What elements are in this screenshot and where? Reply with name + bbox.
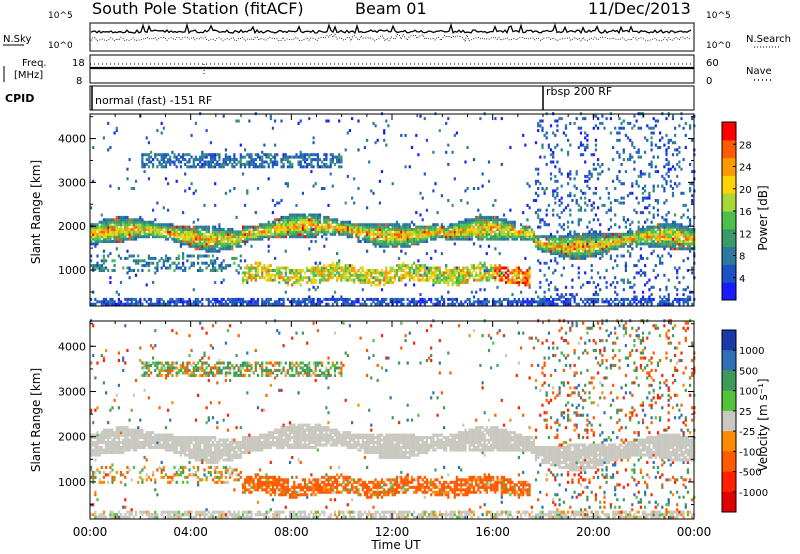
colorbar-swatch [722,193,736,212]
power-panel: 1000 2000 3000 4000 Slant Range [km] 4 8 12 16… [29,112,770,307]
nave-bottom-tick: 0 [706,76,712,87]
freq-label: Freq. [22,58,47,69]
freq-strip: Freq. [MHz] 18 8 60 0 Nave [3,54,774,87]
xtick-label: 20:00 [576,525,611,539]
colorbar-tick-label: 4 [739,274,745,285]
velocity-ylabel: Slant Range [km] [29,368,43,472]
velocity-colorbar-label: Velocity [m s⁻¹] [756,378,770,471]
nsky-label: N.Sky [3,34,31,45]
date-title: 11/Dec/2013 [588,0,691,18]
cpid-strip: CPID normal (fast) -151 RF rbsp 200 RF [5,85,695,111]
xtick-label: 12:00 [375,525,410,539]
freq-bottom-tick: 8 [76,76,82,87]
nsearch-top-label: 10^5 [706,11,731,21]
nsky-strip: 10^5 10^0 N.Sky 10^5 10^0 N.Search [3,11,791,52]
colorbar-swatch [722,471,736,493]
cpid-program-rbsp: rbsp 200 RF [546,85,612,98]
colorbar-swatch [722,228,736,248]
velocity-heatmap [90,319,696,519]
nsky-series [90,22,692,35]
station-title: South Pole Station (fitACF) [92,0,304,18]
cpid-label: CPID [5,92,34,105]
velocity-panel: 1000 2000 3000 4000 Slant Range [km] 1000 50… [29,319,770,520]
xtick-label: 08:00 [274,525,309,539]
nave-top-tick: 60 [706,58,719,69]
freq-top-tick: 18 [72,58,85,69]
colorbar-tick-label: 16 [739,207,752,218]
colorbar-swatch [722,264,736,283]
colorbar-swatch [722,431,736,452]
colorbar-tick-label: -1000 [739,488,768,499]
colorbar-tick-label: 8 [739,252,745,263]
colorbar-tick-label: -100 [739,447,762,458]
ytick-label: 3000 [58,176,86,189]
colorbar-swatch [722,175,736,194]
ytick-label: 1000 [58,476,86,489]
colorbar-swatch [722,390,736,412]
colorbar-swatch [722,410,736,432]
power-ylabel: Slant Range [km] [29,160,43,264]
colorbar-tick-label: 28 [739,140,752,151]
time-axis: 00:00 04:00 08:00 12:00 16:00 20:00 00:00 [73,525,712,539]
xtick-label: 00:00 [73,525,108,539]
colorbar-swatch [722,491,736,513]
colorbar-tick-label: 24 [739,163,752,174]
nave-label: Nave [746,66,772,77]
velocity-colorbar: 1000 500 100 25 -25 -100 -500 -1000 [721,329,768,513]
ytick-label: 4000 [58,133,86,146]
colorbar-tick-label: 12 [739,229,752,240]
freq-unit: [MHz] [14,70,43,81]
colorbar-swatch [722,451,736,472]
x-axis-label: Time UT [370,538,421,552]
colorbar-tick-label: -25 [739,427,755,438]
colorbar-swatch [722,282,736,301]
colorbar-tick-label: 20 [739,185,752,196]
nsky-bottom-label: 10^0 [48,41,73,51]
power-heatmap [90,112,696,306]
ytick-label: 2000 [58,220,86,233]
colorbar-tick-label: 100 [739,387,758,398]
colorbar-swatch [722,370,736,392]
colorbar-swatch [722,157,736,176]
ytick-label: 3000 [58,386,86,399]
beam-title: Beam 01 [355,0,427,18]
colorbar-swatch [722,211,736,230]
colorbar-swatch [722,246,736,265]
nsearch-label: N.Search [746,34,791,45]
ytick-label: 1000 [58,264,86,277]
colorbar-tick-label: 1000 [739,346,764,357]
colorbar-tick-label: 500 [739,366,758,377]
nsearch-bottom-label: 10^0 [706,41,731,51]
xtick-label: 00:00 [677,525,712,539]
nsky-top-label: 10^5 [48,11,73,21]
colorbar-swatch [722,350,736,371]
colorbar-tick-label: -500 [739,468,762,479]
ytick-label: 2000 [58,431,86,444]
xtick-label: 16:00 [475,525,510,539]
colorbar-tick-label: 25 [739,407,752,418]
ytick-label: 4000 [58,340,86,353]
power-colorbar-label: Power [dB] [756,185,770,250]
nsearch-series [90,33,692,42]
power-colorbar: 4 8 12 16 20 24 28 [721,121,752,301]
colorbar-swatch [722,139,736,159]
xtick-label: 04:00 [173,525,208,539]
colorbar-swatch [722,330,736,351]
colorbar-swatch [722,122,736,141]
cpid-program-normal: normal (fast) -151 RF [95,94,212,107]
